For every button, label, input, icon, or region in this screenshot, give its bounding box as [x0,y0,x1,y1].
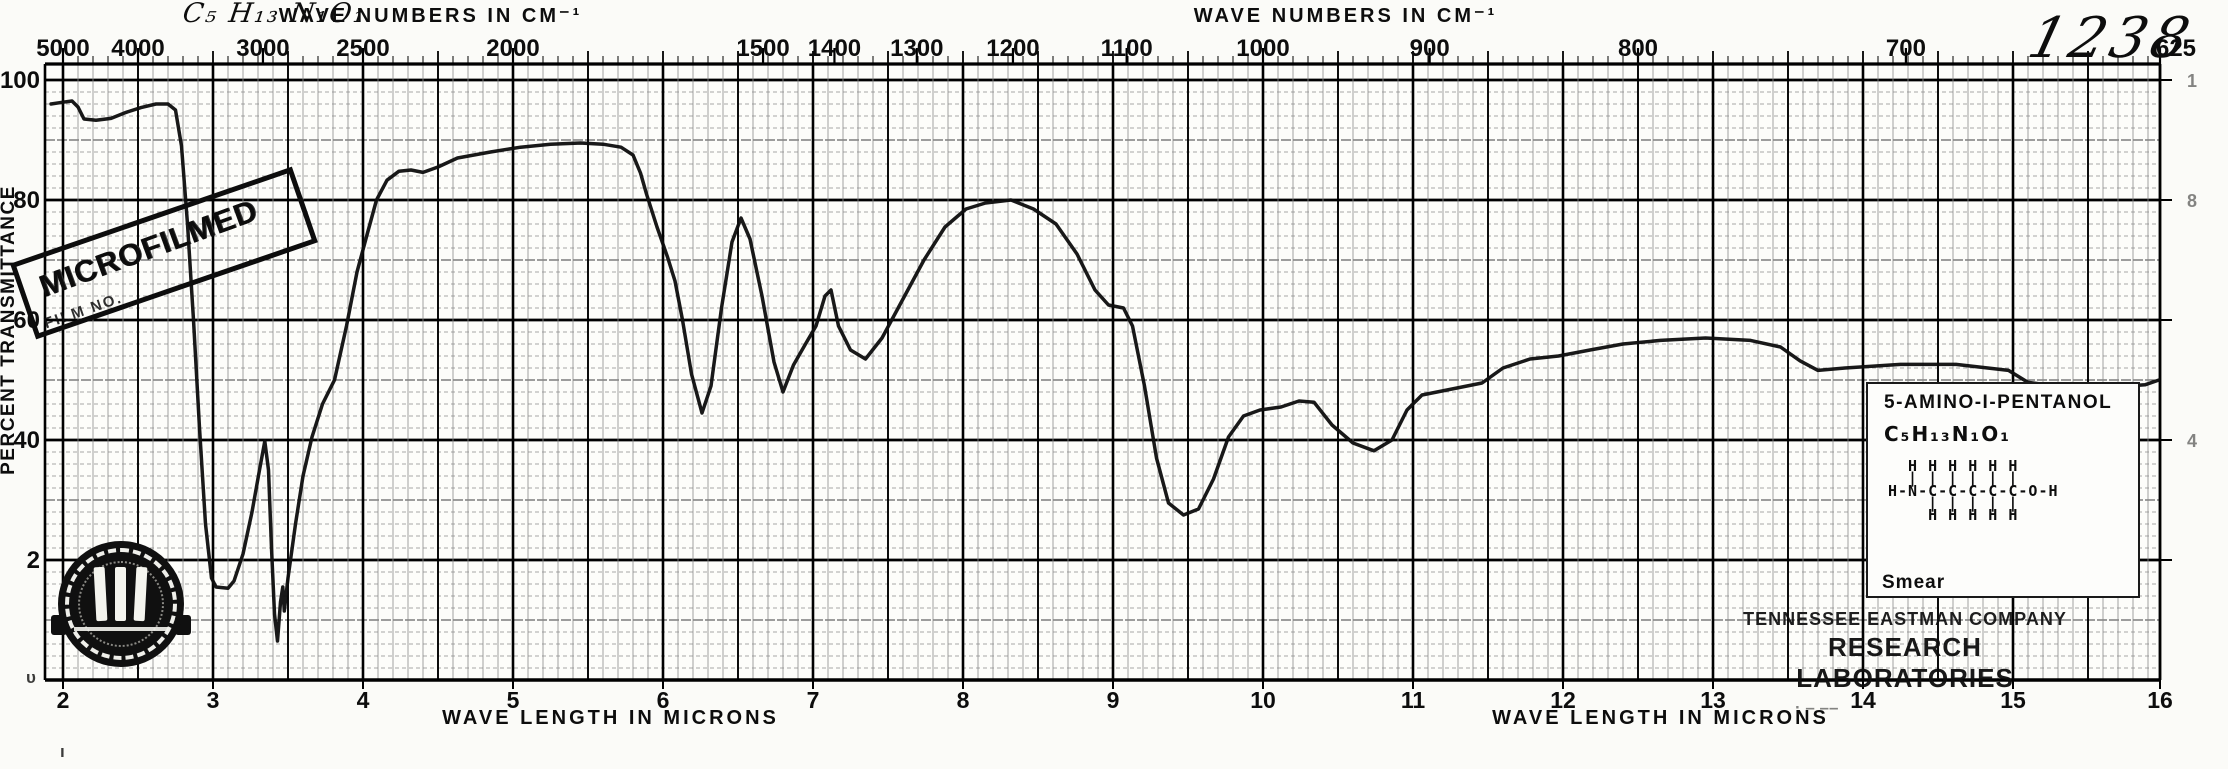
svg-text:3000: 3000 [236,35,289,62]
svg-text:800: 800 [1618,35,1658,62]
svg-text:1300: 1300 [890,35,943,62]
seal-band [74,627,168,631]
research-laboratories-stamp: RESEARCH LABORATORIES [1796,632,2014,693]
svg-text:1100: 1100 [1101,35,1153,62]
sample-type-label: Smear [1882,572,1946,593]
structural-formula: H H H H H H | | | | | | H-N-C-C-C-C-C-O-… [1888,457,2059,525]
svg-text:6: 6 [657,687,670,713]
svg-text:900: 900 [1410,35,1450,62]
svg-text:5000: 5000 [36,35,89,62]
handwritten-formula: C₅ H₁₃ N₁O₁ [180,0,369,29]
seal-bar [115,567,126,621]
svg-text:13: 13 [1700,687,1726,713]
compound-name: 5-AMINO-I-PENTANOL [1884,392,2113,413]
svg-text:1400: 1400 [808,35,861,62]
svg-text:2000: 2000 [486,35,539,62]
svg-text:5: 5 [507,687,520,713]
svg-text:WAVE LENGTH IN MICRONS: WAVE LENGTH IN MICRONS [1492,707,1829,729]
seal-ring [65,548,177,660]
svg-text:PERCENT TRANSMITTANCE: PERCENT TRANSMITTANCE [0,185,19,475]
svg-text:4: 4 [2187,431,2197,451]
svg-text:WAVE NUMBERS IN CM⁻¹: WAVE NUMBERS IN CM⁻¹ [279,5,583,27]
svg-text:4: 4 [357,687,370,713]
handwritten-catalog-number: 1238 [2021,6,2201,71]
svg-text:1000: 1000 [1236,35,1289,62]
svg-text:12: 12 [1550,687,1576,713]
svg-text:700: 700 [1886,35,1926,62]
svg-text:9: 9 [1107,687,1120,713]
svg-text:15: 15 [2000,687,2026,713]
svg-text:100: 100 [0,67,40,94]
company-name-stamp: TENNESSEE EASTMAN COMPANY [1743,609,2067,629]
svg-text:10: 10 [1250,687,1276,713]
svg-text:7: 7 [807,687,820,713]
svg-text:8: 8 [957,687,970,713]
compound-formula: C₅H₁₃N₁O₁ [1884,422,2011,446]
seal-inner-ring [78,561,164,647]
compound-info-box: 5-AMINO-I-PENTANOL C₅H₁₃N₁O₁ H H H H H H… [1866,382,2140,598]
svg-text:40: 40 [13,427,40,454]
svg-text:2: 2 [57,687,70,713]
svg-text:2: 2 [27,547,40,574]
stray-tick-mark: ı [60,742,65,761]
stray-dashes: · – –– [1795,698,1839,717]
svg-text:1500: 1500 [736,35,789,62]
svg-text:WAVE LENGTH IN MICRONS: WAVE LENGTH IN MICRONS [442,707,779,729]
svg-text:60: 60 [13,307,40,334]
svg-text:3: 3 [207,687,220,713]
svg-text:1: 1 [2187,71,2197,91]
svg-text:4000: 4000 [111,35,164,62]
svg-text:80: 80 [13,187,40,214]
svg-text:16: 16 [2147,687,2173,713]
svg-text:2500: 2500 [336,35,389,62]
svg-text:1200: 1200 [986,35,1039,62]
tennessee-eastman-seal-icon [51,541,191,667]
svg-text:14: 14 [1850,687,1876,713]
svg-text:11: 11 [1401,687,1426,713]
svg-text:8: 8 [2187,191,2197,211]
svg-text:625: 625 [2156,35,2196,62]
svg-text:WAVE NUMBERS IN CM⁻¹: WAVE NUMBERS IN CM⁻¹ [1194,5,1498,27]
stray-corner-mark: υ [26,668,36,687]
